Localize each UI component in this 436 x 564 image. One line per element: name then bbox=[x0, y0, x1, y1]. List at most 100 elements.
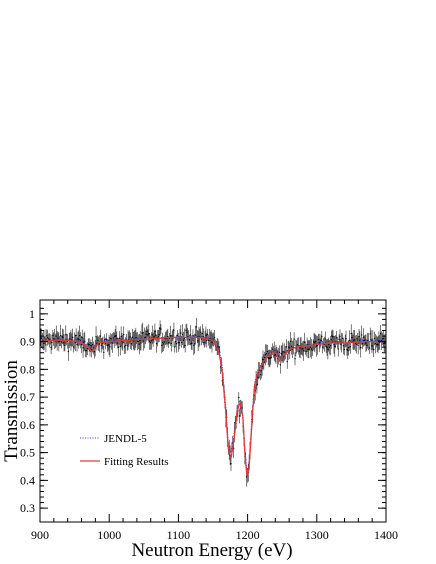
data-point bbox=[64, 344, 66, 347]
model-curves bbox=[39, 335, 386, 477]
data-point bbox=[188, 339, 191, 341]
data-point bbox=[379, 332, 382, 335]
data-point bbox=[286, 360, 288, 363]
y-axis-title: Transmission bbox=[1, 360, 22, 462]
y-tick-label: 0.7 bbox=[20, 390, 35, 404]
data-point bbox=[97, 339, 99, 342]
data-point bbox=[308, 348, 310, 350]
data-point bbox=[195, 326, 198, 328]
data-point bbox=[260, 370, 262, 372]
data-point bbox=[162, 343, 165, 345]
data-point bbox=[279, 364, 281, 366]
y-tick-label: 0.8 bbox=[20, 362, 35, 376]
data-point bbox=[306, 343, 308, 346]
data-point bbox=[148, 340, 151, 343]
x-tick-label: 1200 bbox=[236, 528, 260, 542]
data-point bbox=[324, 338, 326, 340]
data-point bbox=[278, 351, 281, 354]
data-point bbox=[345, 337, 347, 340]
data-point bbox=[154, 330, 156, 333]
data-point bbox=[126, 344, 128, 347]
data-point bbox=[365, 342, 367, 344]
data-point bbox=[382, 337, 384, 340]
data-point bbox=[182, 339, 185, 341]
x-axis-title: Neutron Energy (eV) bbox=[131, 540, 292, 561]
data-point bbox=[50, 346, 52, 349]
data-point bbox=[309, 346, 312, 348]
data-point bbox=[265, 352, 268, 355]
y-tick-label: 0.4 bbox=[20, 473, 35, 487]
data-point bbox=[205, 334, 207, 336]
data-point bbox=[328, 346, 331, 348]
data-point bbox=[238, 396, 240, 399]
data-point bbox=[158, 333, 160, 336]
data-point bbox=[191, 342, 193, 344]
data-point bbox=[337, 348, 339, 350]
data-point bbox=[161, 344, 163, 347]
data-point bbox=[75, 334, 77, 337]
data-point bbox=[170, 342, 173, 345]
data-point bbox=[330, 339, 333, 341]
data-point bbox=[150, 340, 153, 342]
data-point bbox=[321, 346, 324, 348]
data-point bbox=[103, 351, 105, 354]
data-point bbox=[122, 342, 124, 344]
data-point bbox=[320, 339, 322, 342]
data-point bbox=[303, 341, 306, 344]
data-point bbox=[192, 334, 194, 337]
data-point bbox=[43, 342, 45, 345]
data-point bbox=[197, 340, 199, 342]
data-point bbox=[348, 339, 351, 342]
data-point bbox=[155, 334, 157, 336]
data-point bbox=[45, 344, 47, 346]
data-point bbox=[270, 356, 272, 359]
x-tick-label: 1300 bbox=[305, 528, 329, 542]
data-point bbox=[256, 384, 258, 386]
legend-label-fitting-results: Fitting Results bbox=[104, 456, 169, 468]
data-point bbox=[333, 344, 335, 346]
data-point bbox=[338, 338, 340, 341]
data-point bbox=[124, 344, 127, 347]
data-point bbox=[174, 341, 177, 343]
data-point bbox=[285, 346, 288, 348]
data-point bbox=[62, 336, 64, 339]
data-point bbox=[305, 350, 307, 353]
data-point bbox=[349, 345, 352, 348]
data-point bbox=[373, 337, 376, 340]
data-point bbox=[184, 344, 186, 347]
data-point bbox=[116, 342, 119, 344]
data-point bbox=[257, 376, 259, 378]
data-point bbox=[290, 345, 293, 348]
data-point bbox=[61, 335, 64, 338]
data-point bbox=[282, 351, 284, 353]
x-tick-label: 1100 bbox=[167, 528, 191, 542]
data-point bbox=[74, 342, 76, 344]
data-point bbox=[374, 342, 377, 345]
data-point bbox=[341, 337, 344, 340]
data-point bbox=[369, 333, 371, 335]
data-point bbox=[51, 341, 53, 344]
data-point bbox=[168, 342, 170, 344]
data-point bbox=[302, 350, 305, 352]
data-point bbox=[193, 344, 195, 346]
data-point bbox=[358, 335, 360, 338]
data-point bbox=[63, 342, 65, 344]
data-point bbox=[123, 346, 126, 348]
data-point bbox=[335, 337, 338, 339]
data-point bbox=[355, 343, 358, 345]
data-point bbox=[266, 350, 269, 353]
data-point bbox=[104, 342, 107, 345]
data-point bbox=[118, 337, 121, 339]
data-point bbox=[193, 343, 196, 345]
data-point bbox=[298, 350, 301, 352]
data-point bbox=[130, 343, 133, 345]
data-point bbox=[145, 333, 147, 335]
data-point bbox=[157, 335, 160, 337]
data-point bbox=[189, 334, 192, 336]
data-point bbox=[347, 349, 349, 352]
data-point bbox=[213, 336, 216, 339]
data-point bbox=[200, 331, 202, 333]
data-point bbox=[194, 334, 197, 336]
jendl-5-curve bbox=[39, 335, 386, 473]
data-point bbox=[148, 332, 150, 335]
